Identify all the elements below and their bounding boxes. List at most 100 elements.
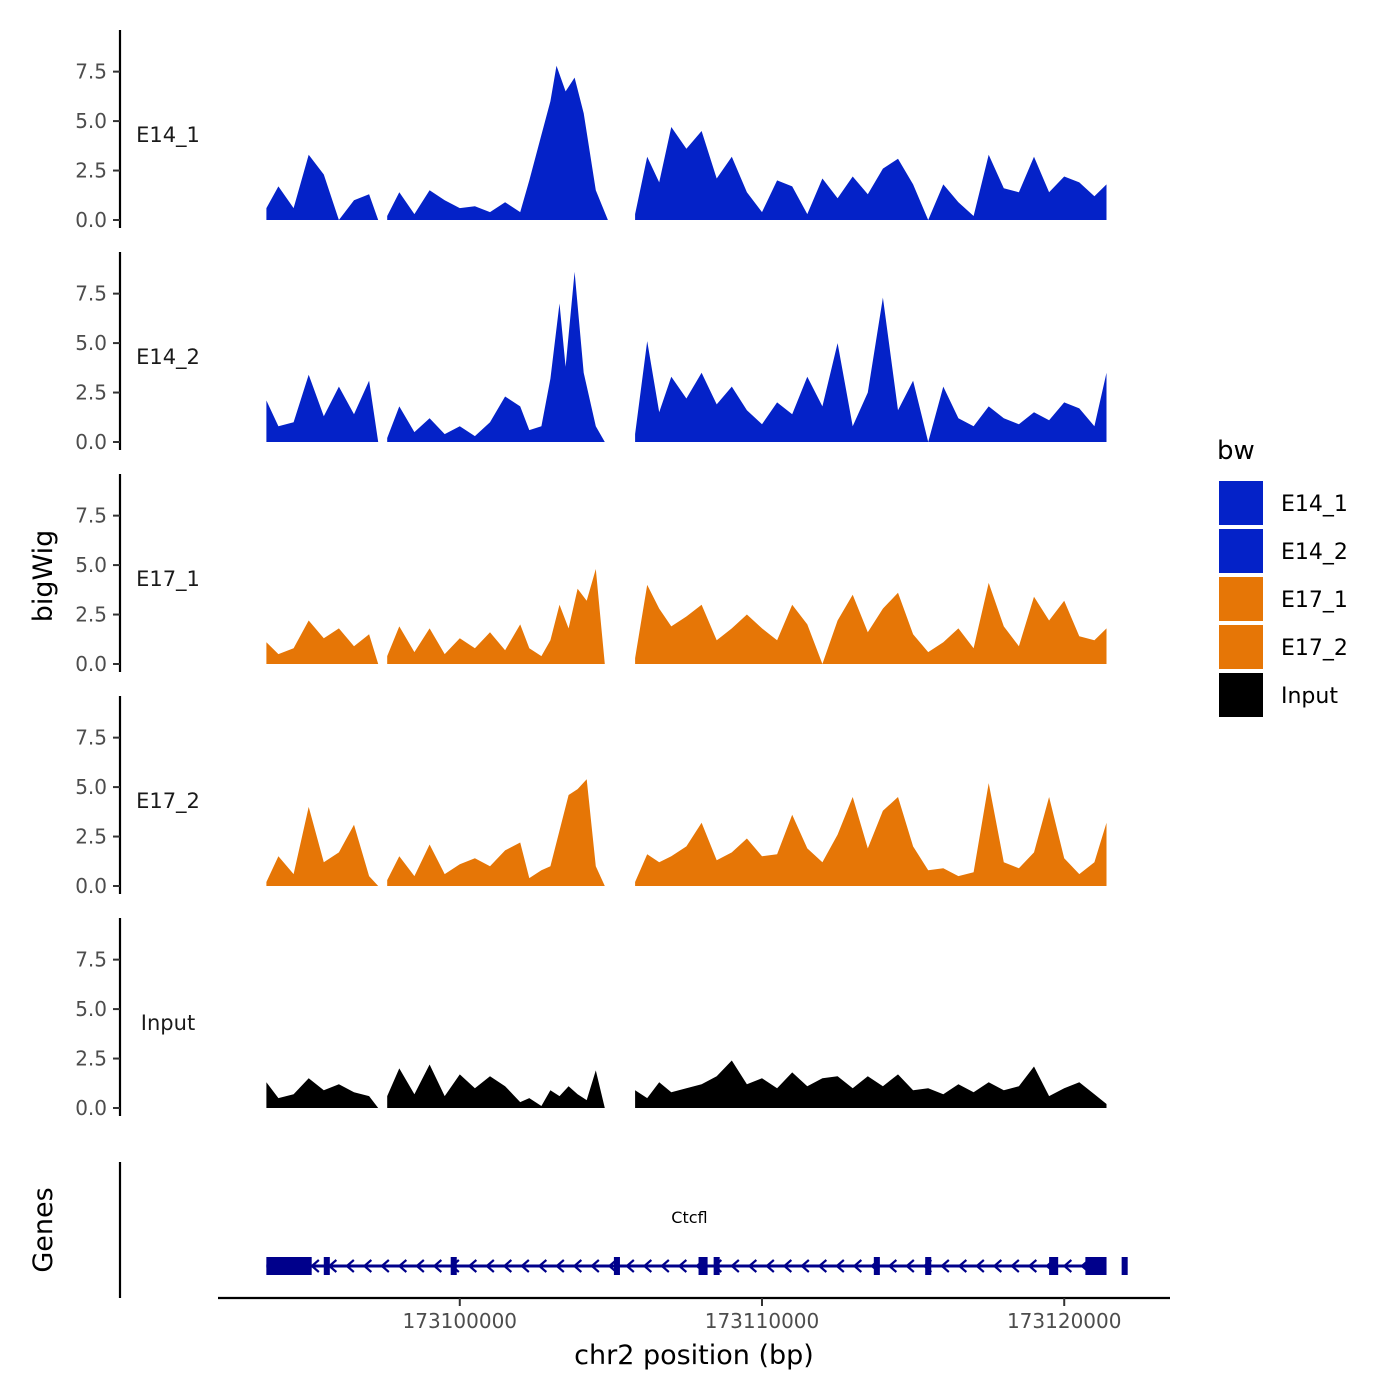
track-E17_2: 0.0 2.5 5.0 7.5 E17_2 — [75, 696, 1107, 898]
strand-chevron — [765, 1259, 775, 1273]
legend-label: E14_2 — [1281, 540, 1348, 565]
y-tick-label: 7.5 — [75, 60, 107, 84]
y-tick-label: 7.5 — [75, 726, 107, 750]
area-segment — [635, 783, 1107, 886]
area-segment — [635, 1060, 1107, 1108]
gene-exon — [266, 1257, 312, 1275]
strand-chevron — [362, 1259, 373, 1273]
track-label: E14_2 — [136, 345, 200, 370]
track-label: E14_1 — [136, 123, 200, 148]
x-ticks: 173100000 173110000 173120000 — [403, 1298, 1121, 1333]
legend: bw E14_1 E14_2 E17_1 E17_2 Input — [1217, 436, 1348, 719]
y-tick-label: 7.5 — [75, 504, 107, 528]
strand-chevron — [642, 1259, 653, 1273]
track-E14_1: 0.0 2.5 5.0 7.5 E14_1 — [75, 30, 1107, 232]
gene-exon — [698, 1257, 708, 1275]
y-tick-label: 0.0 — [75, 430, 107, 454]
gene-exon — [925, 1257, 932, 1275]
genes-axis-title: Genes — [28, 1187, 59, 1272]
y-tick-label: 2.5 — [75, 603, 107, 627]
gene-track: Ctcfl — [118, 1162, 1128, 1298]
strand-chevron — [625, 1259, 635, 1273]
strand-chevron — [975, 1259, 985, 1273]
strand-chevron — [852, 1259, 863, 1273]
track-Input: 0.0 2.5 5.0 7.5 Input — [75, 918, 1107, 1120]
y-tick-label: 7.5 — [75, 948, 107, 972]
legend-swatch — [1217, 575, 1265, 623]
legend-swatch — [1217, 623, 1265, 671]
legend-label: Input — [1281, 684, 1338, 709]
legend-swatch — [1217, 527, 1265, 575]
strand-chevron — [957, 1259, 968, 1273]
strand-chevron — [345, 1259, 355, 1273]
y-tick-label: 2.5 — [75, 381, 107, 405]
strand-chevron — [555, 1259, 565, 1273]
strand-chevron — [572, 1259, 583, 1273]
strand-chevron — [782, 1259, 793, 1273]
area-segment — [635, 297, 1107, 442]
legend-items: E14_1 E14_2 E17_1 E17_2 Input — [1217, 479, 1348, 719]
strand-chevron — [502, 1259, 513, 1273]
gene-exon — [713, 1257, 720, 1275]
track-label: E17_1 — [136, 567, 200, 592]
y-tick-label: 5.0 — [75, 109, 107, 133]
x-tick-label: 173100000 — [403, 1309, 518, 1333]
strand-chevron — [660, 1259, 670, 1273]
area-segment — [635, 582, 1107, 664]
strand-chevron — [485, 1259, 495, 1273]
strand-chevron — [467, 1259, 478, 1273]
strand-chevron — [747, 1259, 758, 1273]
y-axis-title: bigWig — [28, 530, 59, 623]
strand-chevron — [992, 1259, 1003, 1273]
y-tick-label: 0.0 — [75, 1096, 107, 1120]
strand-chevron — [537, 1259, 548, 1273]
x-tick-label: 173110000 — [705, 1309, 820, 1333]
gene-exon — [1121, 1257, 1128, 1275]
y-tick-label: 7.5 — [75, 282, 107, 306]
legend-title: bw — [1217, 436, 1255, 466]
area-segment — [387, 569, 605, 664]
gene-exon — [873, 1257, 880, 1275]
y-tick-label: 2.5 — [75, 825, 107, 849]
y-tick-label: 5.0 — [75, 553, 107, 577]
track-E14_2: 0.0 2.5 5.0 7.5 E14_2 — [75, 252, 1107, 454]
track-label: Input — [141, 1011, 195, 1035]
strand-chevron — [310, 1259, 320, 1273]
area-segment — [387, 65, 608, 220]
area-segment — [387, 271, 605, 442]
strand-chevron — [835, 1259, 845, 1273]
legend-swatch — [1217, 479, 1265, 527]
strand-chevron — [800, 1259, 810, 1273]
area-segment — [387, 1064, 605, 1108]
strand-chevron — [887, 1259, 898, 1273]
gene-body — [266, 1257, 1128, 1275]
strand-chevron — [1062, 1259, 1073, 1273]
legend-label: E14_1 — [1281, 492, 1348, 517]
strand-chevron — [1010, 1259, 1020, 1273]
y-tick-label: 0.0 — [75, 208, 107, 232]
strand-chevron — [1027, 1259, 1038, 1273]
gene-exon — [323, 1257, 330, 1275]
area-segment — [387, 779, 605, 886]
y-tick-label: 0.0 — [75, 874, 107, 898]
y-tick-label: 5.0 — [75, 997, 107, 1021]
strand-chevron — [520, 1259, 530, 1273]
area-segment — [635, 127, 1107, 220]
y-tick-label: 5.0 — [75, 775, 107, 799]
gene-exon — [450, 1257, 457, 1275]
strand-chevron — [380, 1259, 390, 1273]
area-segment — [266, 620, 379, 664]
legend-swatch — [1217, 671, 1265, 719]
strand-chevron — [415, 1259, 425, 1273]
gene-exon — [1049, 1257, 1059, 1275]
track-label: E17_2 — [136, 789, 200, 814]
y-tick-label: 5.0 — [75, 331, 107, 355]
strand-chevron — [730, 1259, 740, 1273]
x-axis: 173100000 173110000 173120000 chr2 positio… — [218, 1296, 1170, 1371]
tracks-group: 0.0 2.5 5.0 7.5 E14_1 0.0 2.5 5.0 7.5 E14_2 0.0 2.5… — [75, 30, 1107, 1120]
area-segment — [266, 154, 379, 220]
area-segment — [266, 806, 379, 886]
legend-label: E17_2 — [1281, 636, 1348, 661]
